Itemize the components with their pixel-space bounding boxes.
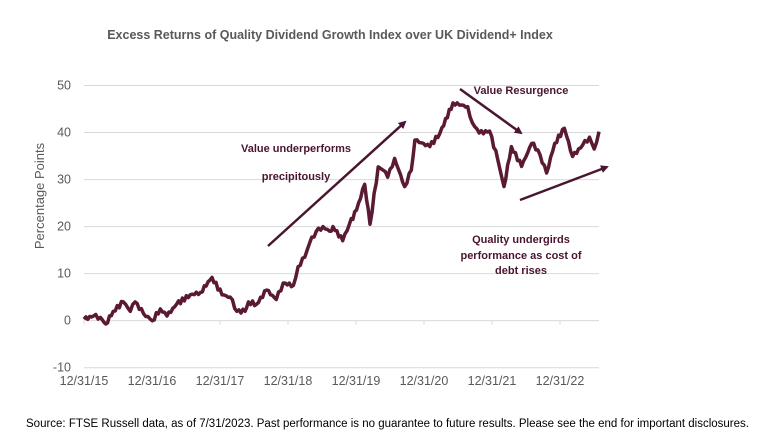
y-tick-label: 10: [57, 267, 71, 281]
y-tick-label: 20: [57, 220, 71, 234]
x-tick-label: 12/31/21: [468, 374, 517, 388]
x-tick-label: 12/31/20: [400, 374, 449, 388]
arrow-value-underperforms: [267, 120, 407, 247]
x-tick-label: 12/31/19: [332, 374, 381, 388]
annotation-quality-3: debt rises: [495, 265, 547, 277]
annotation-value-underperforms: Value underperforms: [241, 143, 351, 155]
x-tick-label: 12/31/22: [536, 374, 585, 388]
annotation-value-resurgence: Value Resurgence: [474, 85, 569, 97]
chart-title: Excess Returns of Quality Dividend Growt…: [107, 28, 553, 42]
y-axis-label: Percentage Points: [32, 142, 47, 249]
source-note: Source: FTSE Russell data, as of 7/31/20…: [26, 418, 749, 430]
arrow-value-resurgence: [459, 87, 523, 135]
x-tick-label: 12/31/16: [128, 374, 177, 388]
y-tick-label: 50: [57, 79, 71, 93]
x-tick-label: 12/31/18: [264, 374, 313, 388]
arrow-quality: [519, 165, 609, 202]
x-tick-label: 12/31/17: [196, 374, 245, 388]
y-tick-label: 30: [57, 173, 71, 187]
x-tick-label: 12/31/15: [60, 374, 109, 388]
y-tick-label: 40: [57, 126, 71, 140]
annotation-precipitously: precipitously: [262, 171, 331, 183]
y-tick-label: 0: [64, 314, 71, 328]
y-tick-label: -10: [53, 361, 71, 375]
annotation-quality-2: performance as cost of: [460, 250, 581, 262]
series-line: [82, 101, 601, 326]
annotation-quality-1: Quality undergirds: [472, 234, 570, 246]
